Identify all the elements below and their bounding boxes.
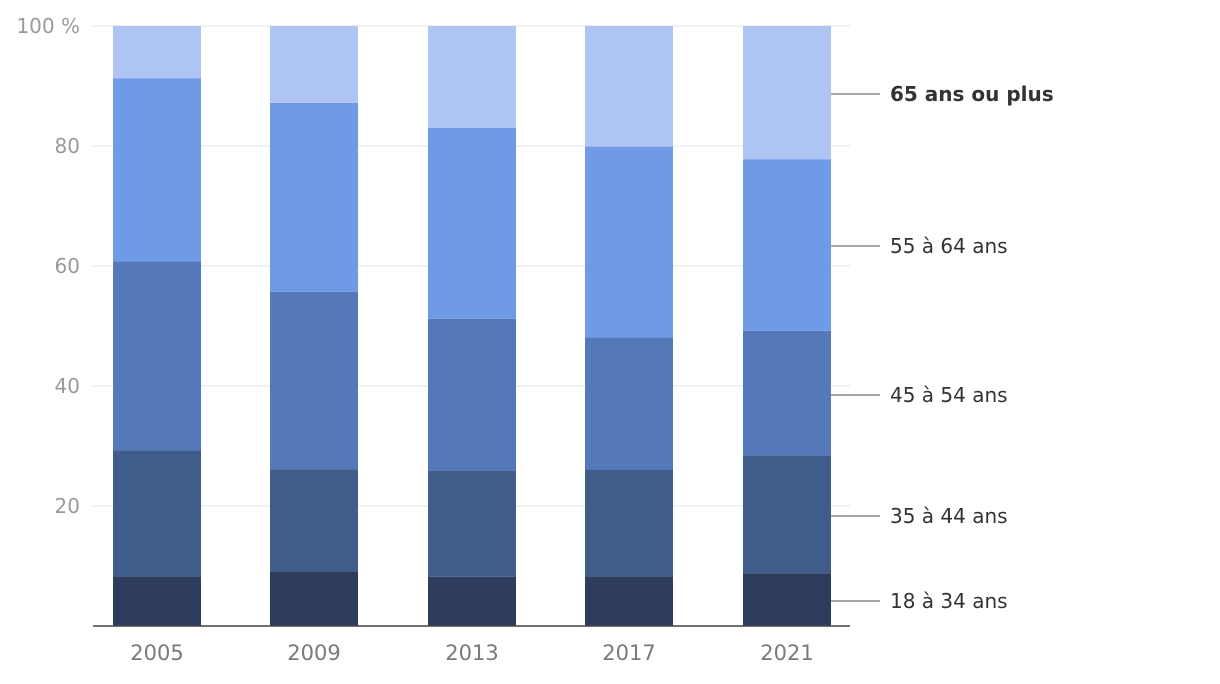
bar-segment-2009-55-à-64-ans xyxy=(270,102,358,292)
bar-segment-2013-65-ans-ou-plus xyxy=(428,26,516,128)
bar-segment-2005-35-à-44-ans xyxy=(113,450,201,577)
bar-segment-2005-65-ans-ou-plus xyxy=(113,26,201,79)
legend-label: 45 à 54 ans xyxy=(890,383,1008,407)
bar-segment-2013-18-à-34-ans xyxy=(428,576,516,626)
bar-segment-2009-45-à-54-ans xyxy=(270,291,358,470)
legend-label: 55 à 64 ans xyxy=(890,234,1008,258)
bars xyxy=(113,26,831,626)
bar-segment-2009-65-ans-ou-plus xyxy=(270,26,358,103)
y-tick-label: 20 xyxy=(55,494,80,518)
bar-stack-2017 xyxy=(585,26,673,626)
bar-segment-2005-55-à-64-ans xyxy=(113,78,201,262)
x-tick-label: 2009 xyxy=(287,641,340,665)
bar-segment-2021-18-à-34-ans xyxy=(743,573,831,626)
bar-segment-2005-45-à-54-ans xyxy=(113,261,201,451)
bar-segment-2017-45-à-54-ans xyxy=(585,337,673,470)
y-tick-label: 40 xyxy=(55,374,80,398)
y-tick-label: 100 % xyxy=(16,14,80,38)
bar-segment-2009-18-à-34-ans xyxy=(270,572,358,626)
bar-stack-2005 xyxy=(113,26,201,626)
bar-segment-2017-35-à-44-ans xyxy=(585,470,673,577)
bar-segment-2009-35-à-44-ans xyxy=(270,469,358,572)
bar-segment-2005-18-à-34-ans xyxy=(113,576,201,626)
bar-segment-2017-55-à-64-ans xyxy=(585,146,673,338)
bar-segment-2021-45-à-54-ans xyxy=(743,330,831,456)
bar-segment-2013-35-à-44-ans xyxy=(428,470,516,577)
legend-label: 35 à 44 ans xyxy=(890,504,1008,528)
y-axis-ticks: 100 % 80 60 40 20 xyxy=(16,14,80,518)
bar-segment-2017-18-à-34-ans xyxy=(585,576,673,626)
bar-stack-2009 xyxy=(270,26,358,626)
x-tick-label: 2021 xyxy=(760,641,813,665)
y-tick-label: 60 xyxy=(55,254,80,278)
x-tick-label: 2005 xyxy=(130,641,183,665)
legend: 18 à 34 ans 35 à 44 ans 45 à 54 ans 55 à 64… xyxy=(831,82,1054,613)
x-tick-label: 2013 xyxy=(445,641,498,665)
x-axis-ticks: 2005 2009 2013 2017 2021 xyxy=(130,641,813,665)
bar-stack-2013 xyxy=(428,26,516,626)
bar-segment-2021-55-à-64-ans xyxy=(743,159,831,331)
bar-segment-2013-45-à-54-ans xyxy=(428,318,516,471)
legend-label: 65 ans ou plus xyxy=(890,82,1054,106)
bar-segment-2017-65-ans-ou-plus xyxy=(585,26,673,147)
x-tick-label: 2017 xyxy=(602,641,655,665)
y-tick-label: 80 xyxy=(55,134,80,158)
bar-segment-2013-55-à-64-ans xyxy=(428,128,516,319)
bar-segment-2021-35-à-44-ans xyxy=(743,455,831,574)
bar-stack-2021 xyxy=(743,26,831,626)
legend-label: 18 à 34 ans xyxy=(890,589,1008,613)
bar-segment-2021-65-ans-ou-plus xyxy=(743,26,831,160)
